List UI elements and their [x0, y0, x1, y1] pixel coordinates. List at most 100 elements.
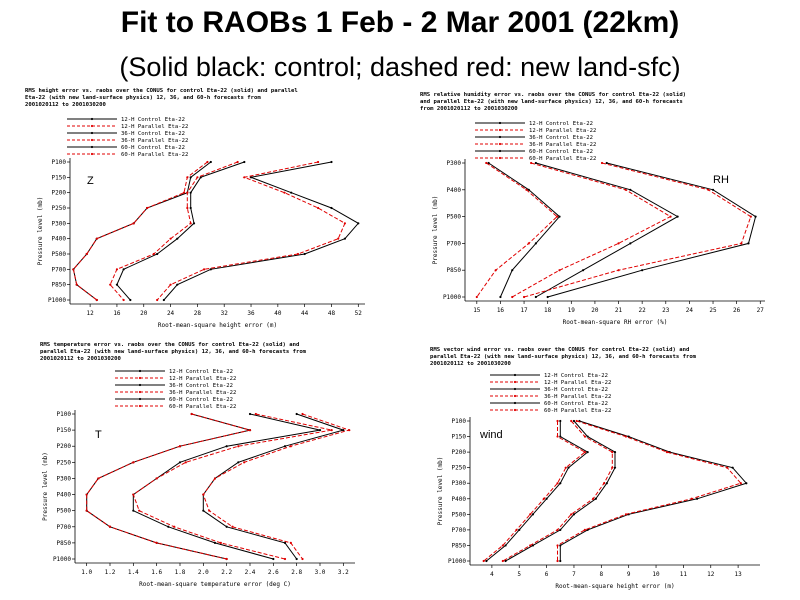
data-point: [586, 435, 589, 438]
data-point: [602, 482, 606, 485]
data-point: [739, 482, 742, 485]
y-tick-label: P700: [52, 266, 67, 273]
data-point: [152, 252, 155, 256]
data-point: [192, 222, 196, 225]
data-point: [122, 298, 125, 302]
legend-marker: [498, 121, 502, 125]
series-line: [559, 420, 748, 561]
legend-label: 60-H Parallel Eta-22: [529, 156, 596, 162]
data-point: [316, 206, 320, 210]
data-point: [199, 176, 202, 179]
data-point: [231, 525, 234, 528]
data-point: [115, 268, 119, 271]
data-point: [605, 482, 608, 485]
series-line: [202, 413, 345, 560]
data-point: [583, 435, 587, 438]
data-point: [190, 412, 193, 416]
data-point: [213, 477, 217, 480]
legend-label: 36-H Control Eta-22: [121, 131, 185, 137]
data-point: [189, 191, 192, 194]
data-point: [559, 482, 562, 485]
data-point: [504, 544, 507, 547]
data-point: [156, 252, 159, 256]
x-tick-label: 20: [591, 307, 599, 314]
y-tick-label: P700: [452, 527, 467, 534]
data-point: [243, 160, 246, 164]
x-tick-label: 36: [247, 310, 255, 317]
legend-label: 60-H Control Eta-22: [169, 397, 233, 403]
legend-marker: [513, 380, 517, 384]
data-point: [318, 429, 322, 432]
legend-label: 60-H Parallel Eta-22: [544, 408, 611, 414]
data-point: [176, 283, 179, 286]
data-point: [534, 295, 537, 299]
legend-label: 12-H Control Eta-22: [169, 369, 233, 375]
data-point: [337, 237, 340, 240]
data-point: [348, 429, 351, 432]
data-point: [95, 298, 98, 302]
legend-label: 12-H Parallel Eta-22: [529, 128, 596, 134]
x-tick-label: 1.2: [105, 569, 116, 576]
chart-header-line: and parallel Eta-22 (with new land-surfa…: [420, 99, 683, 105]
y-tick-label: P400: [52, 236, 67, 243]
x-tick-label: 24: [167, 310, 175, 317]
legend-marker: [90, 152, 94, 156]
y-tick-label: P250: [57, 459, 72, 466]
data-point: [272, 557, 275, 561]
data-point: [559, 435, 562, 438]
data-point: [176, 237, 179, 240]
series-line: [502, 420, 613, 562]
data-point: [249, 176, 253, 179]
x-tick-label: 2.4: [245, 569, 256, 576]
data-point: [208, 509, 211, 512]
panel-label: RH: [713, 174, 729, 186]
y-tick-label: P700: [447, 240, 462, 247]
data-point: [485, 161, 488, 165]
series-line: [163, 161, 360, 301]
data-point: [186, 206, 189, 210]
data-point: [707, 188, 710, 191]
x-tick-label: 16: [497, 307, 505, 314]
data-point: [301, 412, 304, 416]
data-point: [545, 497, 548, 500]
data-point: [567, 466, 570, 469]
x-tick-label: 15: [473, 307, 481, 314]
x-tick-label: 27: [757, 307, 765, 314]
y-tick-label: P150: [452, 434, 467, 441]
chart-svg: RMS relative humidity error vs. raobs ov…: [420, 92, 765, 326]
data-point: [316, 160, 320, 164]
data-point: [546, 295, 549, 299]
data-point: [196, 176, 199, 179]
data-point: [475, 295, 478, 299]
y-tick-label: P300: [447, 160, 462, 167]
x-tick-label: 2.6: [268, 569, 279, 576]
data-point: [558, 269, 561, 272]
x-axis-title: Root-mean-square temperature error (deg …: [139, 581, 291, 588]
data-point: [624, 435, 628, 438]
legend-marker: [138, 369, 142, 373]
y-tick-label: P100: [52, 159, 67, 166]
data-point: [289, 541, 292, 544]
data-point: [559, 419, 562, 423]
data-point: [97, 477, 100, 480]
x-axis-title: Root-mean-square RH error (%): [563, 319, 668, 326]
legend-label: 36-H Parallel Eta-22: [121, 138, 188, 144]
data-point: [248, 412, 252, 416]
data-point: [525, 188, 528, 191]
data-point: [556, 419, 559, 423]
data-point: [527, 242, 530, 245]
y-tick-label: P200: [452, 449, 467, 456]
data-point: [138, 509, 141, 512]
data-point: [85, 252, 88, 256]
data-point: [624, 188, 627, 191]
y-tick-label: P100: [452, 418, 467, 425]
legend-label: 36-H Parallel Eta-22: [169, 390, 236, 396]
x-tick-label: 8: [600, 571, 604, 578]
data-point: [132, 493, 135, 496]
y-tick-label: P400: [57, 492, 72, 499]
x-tick-label: 1.6: [151, 569, 162, 576]
data-point: [611, 466, 614, 469]
chart-header-line: 2001020112 to 2001030200: [25, 102, 106, 108]
